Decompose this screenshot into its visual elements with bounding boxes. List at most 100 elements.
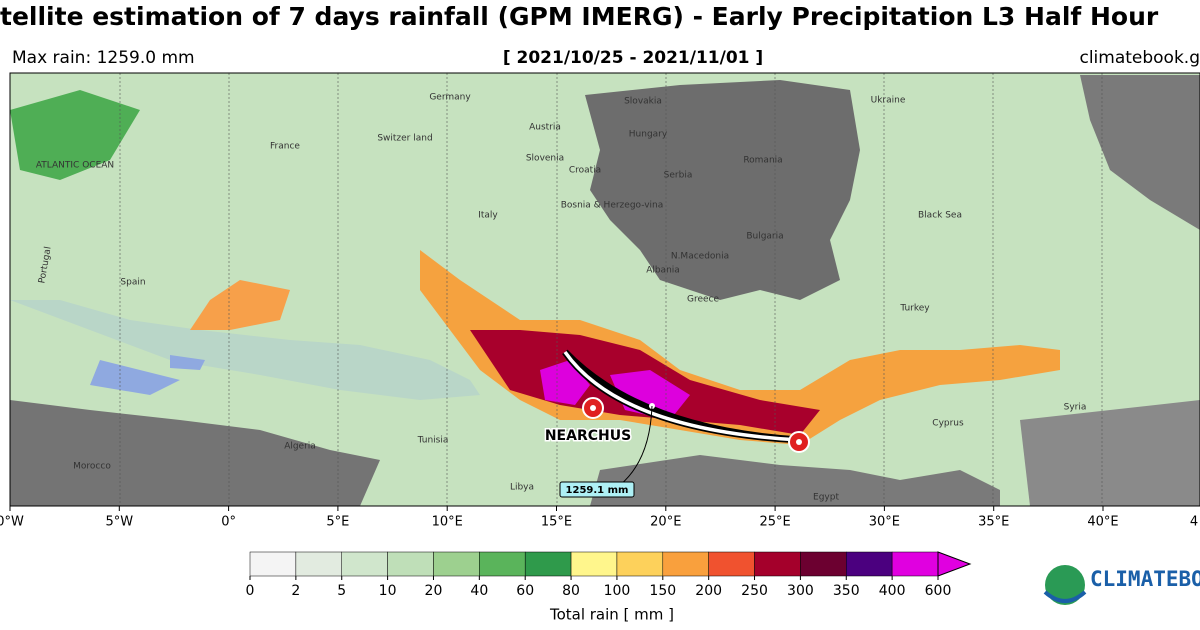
country-label: Italy — [478, 211, 498, 221]
website: climatebook.g — [1079, 48, 1200, 68]
colorbar-label: Total rain [ mm ] — [549, 606, 674, 624]
heavy-sea-rain — [90, 355, 205, 395]
max-rain: Max rain: 1259.0 mm — [12, 48, 195, 68]
colorbar-segment — [479, 551, 526, 577]
country-label: Albania — [646, 266, 680, 276]
colorbar-segment — [524, 551, 572, 577]
logo-icon — [1045, 565, 1085, 605]
colorbar-arrow — [937, 551, 972, 577]
country-label: Black Sea — [918, 211, 962, 221]
country-label: Slovakia — [624, 97, 662, 107]
max-label-box — [559, 481, 635, 498]
colorbar-level: 600 — [925, 583, 952, 599]
colorbar-segment — [662, 551, 709, 577]
colorbar-segment — [800, 551, 847, 577]
country-label: Germany — [429, 93, 471, 103]
colorbar-level: 10 — [379, 583, 397, 599]
map-frame — [9, 72, 1200, 507]
country-label: Tunisia — [417, 436, 449, 446]
colorbar-level: 350 — [833, 583, 860, 599]
graticule — [119, 73, 1103, 506]
longitude-label: 10°E — [432, 515, 463, 530]
longitude-label: 5°W — [105, 515, 133, 530]
country-label: Cyprus — [932, 419, 964, 429]
longitude-label: 35°E — [978, 515, 1009, 530]
country-label: Serbia — [664, 171, 693, 181]
country-label: ATLANTIC OCEAN — [36, 161, 114, 171]
colorbar-level: 100 — [604, 583, 631, 599]
country-label: Croatia — [569, 166, 601, 176]
country-label: Ukraine — [871, 96, 906, 106]
storm-marker — [796, 439, 802, 445]
longitude-label: 4 — [1190, 515, 1198, 530]
colorbar-segment — [570, 551, 618, 577]
colorbar-level: 2 — [291, 583, 300, 599]
colorbar-level: 150 — [649, 583, 676, 599]
country-label: Romania — [743, 156, 782, 166]
colorbar-level: 400 — [879, 583, 906, 599]
country-label: Syria — [1064, 403, 1087, 413]
colorbar-segment — [891, 551, 939, 577]
longitude-label: 25°E — [759, 515, 790, 530]
colorbar-segment — [846, 551, 893, 577]
storm-marker — [590, 405, 596, 411]
longitude-label: 15°E — [541, 515, 572, 530]
colorbar-segment — [616, 551, 664, 577]
country-label: Turkey — [899, 304, 930, 314]
colorbar-level: 20 — [425, 583, 443, 599]
country-label: Morocco — [73, 462, 111, 472]
country-label: France — [270, 142, 300, 152]
map: NEARCHUS 1259.1 mm Germany Slovakia Ukrain… — [0, 72, 1200, 530]
country-label: Algeria — [284, 442, 316, 452]
country-label: N.Macedonia — [671, 252, 729, 262]
rain-area — [190, 280, 290, 330]
sea — [10, 300, 480, 400]
longitude-label: 20°E — [650, 515, 681, 530]
logo-icon — [1043, 590, 1087, 603]
colorbar-level: 300 — [787, 583, 814, 599]
colorbar-level: 5 — [337, 583, 346, 599]
country-label: Libya — [510, 483, 534, 493]
colorbar-segment — [754, 551, 801, 577]
longitude-label: 5°E — [326, 515, 349, 530]
dry-land — [1080, 75, 1200, 230]
colorbar-level: 40 — [470, 583, 488, 599]
max-label: 1259.1 mm — [566, 485, 629, 496]
country-label: Greece — [687, 295, 719, 305]
colorbar-segment — [387, 551, 434, 577]
dry-land — [585, 80, 860, 300]
leader-line — [619, 405, 653, 486]
country-label: Egypt — [813, 493, 839, 503]
colorbar-segment — [433, 551, 480, 577]
longitude-label: 0°W — [0, 515, 24, 530]
dry-land — [1020, 400, 1200, 506]
country-label: Switzer land — [377, 134, 432, 144]
colorbar-level: 80 — [562, 583, 580, 599]
date-range: [ 2021/10/25 - 2021/11/01 ] — [503, 48, 763, 68]
logo-text: CLIMATEBOO — [1090, 567, 1200, 591]
colorbar-level: 60 — [516, 583, 534, 599]
storm-name: NEARCHUS — [545, 428, 631, 444]
colorbar: 0 2 5 10 20 40 60 80 100 150 200 250 300 350 400 600 — [246, 551, 972, 599]
colorbar-segment — [295, 551, 342, 577]
colorbar-level: 200 — [695, 583, 722, 599]
colorbar-segment — [249, 551, 297, 577]
title: tellite estimation of 7 days rainfall (G… — [0, 2, 1159, 31]
logo: CLIMATEBOO — [1043, 565, 1200, 605]
dry-land — [10, 400, 380, 506]
longitude-label: 40°E — [1087, 515, 1118, 530]
dry-land — [590, 455, 1000, 506]
country-label: Bosnia & Herzego-vina — [561, 201, 664, 211]
longitude-label: 0° — [221, 515, 236, 530]
country-label: Hungary — [629, 130, 668, 140]
longitude-label: 30°E — [869, 515, 900, 530]
colorbar-level: 250 — [741, 583, 768, 599]
country-label: Austria — [529, 123, 561, 133]
country-label: Spain — [120, 278, 145, 288]
rain-area — [10, 90, 140, 180]
colorbar-segment — [341, 551, 388, 577]
colorbar-segment — [708, 551, 755, 577]
country-label: Bulgaria — [746, 232, 783, 242]
colorbar-level: 0 — [246, 583, 255, 599]
